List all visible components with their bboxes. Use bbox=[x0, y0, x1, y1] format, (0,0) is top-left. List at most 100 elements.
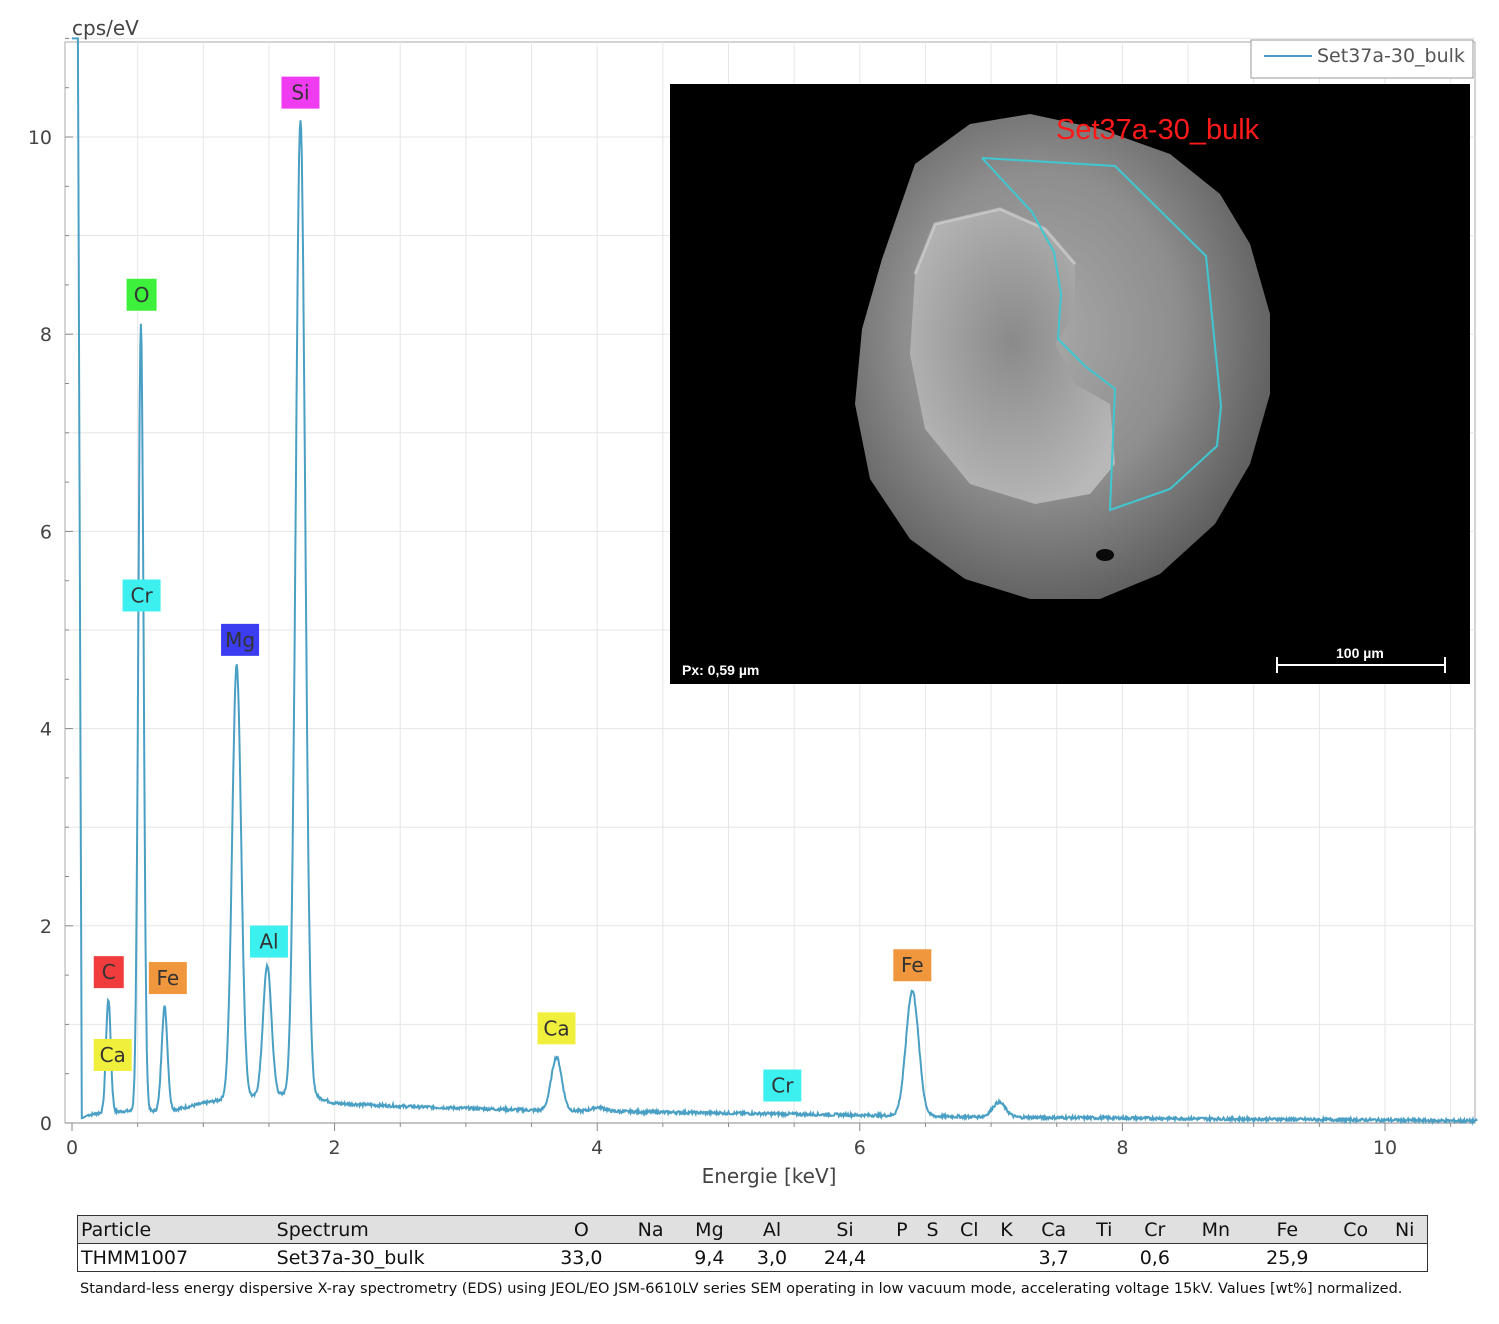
peak-label-ca: Ca bbox=[93, 1038, 132, 1071]
peak-label-al: Al bbox=[249, 925, 288, 958]
peak-label-text: Fe bbox=[901, 953, 924, 977]
header-ti: Ti bbox=[1084, 1215, 1124, 1244]
results-header-row: Particle Spectrum O Na Mg Al Si P S Cl K Ca Ti Cr Mn Fe… bbox=[76, 1215, 1429, 1244]
peak-label-text: Cr bbox=[771, 1074, 794, 1098]
header-k: K bbox=[990, 1215, 1023, 1244]
series-line-spectrum bbox=[72, 37, 1478, 1127]
peak-label-text: Ca bbox=[543, 1016, 569, 1040]
header-s: S bbox=[916, 1215, 949, 1244]
header-mg: Mg bbox=[678, 1215, 741, 1244]
y-tick-label: 4 bbox=[40, 719, 52, 741]
peak-label-cr: Cr bbox=[763, 1069, 802, 1102]
results-table: Particle Spectrum O Na Mg Al Si P S Cl K Ca Ti Cr Mn Fe… bbox=[76, 1215, 1429, 1272]
peak-label-o: O bbox=[126, 278, 157, 311]
axes bbox=[65, 37, 1475, 1131]
table-cell bbox=[623, 1243, 679, 1272]
particle-rim-highlight bbox=[913, 207, 1077, 275]
table-cell: 9,4 bbox=[678, 1243, 741, 1272]
header-o: O bbox=[539, 1215, 624, 1244]
header-co: Co bbox=[1329, 1215, 1383, 1244]
peak-label-box bbox=[122, 579, 161, 612]
peak-label-box bbox=[148, 962, 187, 995]
results-body: THMM1007 Set37a-30_bulk 33,0 9,4 3,0 24,4 3,7 0… bbox=[76, 1243, 1429, 1272]
peak-label-box bbox=[281, 76, 320, 109]
header-ca: Ca bbox=[1022, 1215, 1085, 1244]
header-na: Na bbox=[623, 1215, 679, 1244]
peak-label-fe: Fe bbox=[148, 962, 187, 995]
peak-label-text: Mg bbox=[225, 628, 255, 652]
x-tick-label: 10 bbox=[1373, 1137, 1397, 1159]
table-cell: 25,9 bbox=[1245, 1243, 1330, 1272]
y-tick-label: 8 bbox=[40, 324, 52, 346]
peak-label-text: Fe bbox=[156, 966, 179, 990]
header-al: Al bbox=[740, 1215, 804, 1244]
legend-box bbox=[1250, 39, 1474, 79]
table-cell bbox=[948, 1243, 991, 1272]
sem-scale-label: 100 µm bbox=[1336, 645, 1384, 661]
header-p: P bbox=[886, 1215, 917, 1244]
particle-hole bbox=[1096, 549, 1114, 561]
y-tick-label: 6 bbox=[40, 521, 52, 543]
element-peak-labels: Si O Cr Mg Al C Fe Ca Ca Cr Fe bbox=[93, 76, 932, 1102]
peak-label-box bbox=[249, 925, 288, 958]
peak-label-text: Cr bbox=[130, 583, 153, 607]
sem-roi-label: Set37a-30_bulk bbox=[1056, 114, 1260, 146]
table-cell: THMM1007 bbox=[76, 1243, 274, 1272]
roi-outline bbox=[981, 157, 1223, 512]
table-cell: 0,6 bbox=[1123, 1243, 1187, 1272]
peak-label-box bbox=[537, 1012, 576, 1045]
table-cell bbox=[1382, 1243, 1429, 1272]
peak-label-box bbox=[763, 1069, 802, 1102]
peak-label-text: Ca bbox=[100, 1043, 126, 1067]
particle-cavity bbox=[910, 209, 1115, 504]
peak-label-c: C bbox=[93, 956, 124, 989]
x-tick-label: 8 bbox=[1116, 1137, 1128, 1159]
table-cell: Set37a-30_bulk bbox=[273, 1243, 540, 1272]
x-tick-label: 6 bbox=[854, 1137, 866, 1159]
table-cell bbox=[886, 1243, 917, 1272]
peak-label-box bbox=[93, 1038, 132, 1071]
header-cr: Cr bbox=[1123, 1215, 1187, 1244]
table-cell bbox=[1084, 1243, 1124, 1272]
peak-label-mg: Mg bbox=[221, 623, 260, 656]
table-cell: 3,7 bbox=[1022, 1243, 1085, 1272]
header-cl: Cl bbox=[948, 1215, 991, 1244]
table-row: THMM1007 Set37a-30_bulk 33,0 9,4 3,0 24,4 3,7 0… bbox=[76, 1243, 1429, 1272]
y-axis-title: cps/eV bbox=[72, 16, 139, 40]
table-cell: 33,0 bbox=[539, 1243, 624, 1272]
y-tick-label: 2 bbox=[40, 916, 52, 938]
sem-image-inset: Set37a-30_bulk Px: 0,59 µm 100 µm bbox=[670, 84, 1470, 684]
x-tick-label: 4 bbox=[591, 1137, 603, 1159]
peak-label-ca: Ca bbox=[537, 1012, 576, 1045]
header-si: Si bbox=[803, 1215, 887, 1244]
y-tick-label: 0 bbox=[40, 1113, 52, 1135]
peak-label-box bbox=[893, 949, 932, 982]
x-tick-label: 0 bbox=[66, 1137, 78, 1159]
tick-labels: 0 2 4 6 8 10 0 2 4 6 8 10 bbox=[28, 127, 1397, 1159]
x-tick-label: 2 bbox=[329, 1137, 341, 1159]
y-tick-label: 10 bbox=[28, 127, 52, 149]
peak-label-box bbox=[221, 623, 260, 656]
legend: Set37a-30_bulk bbox=[1250, 39, 1474, 79]
peak-label-fe: Fe bbox=[893, 949, 932, 982]
table-cell: 24,4 bbox=[803, 1243, 887, 1272]
table-cell: 3,0 bbox=[740, 1243, 804, 1272]
peak-label-text: Si bbox=[291, 81, 309, 105]
peak-label-si: Si bbox=[281, 76, 320, 109]
header-particle: Particle bbox=[76, 1215, 274, 1244]
table-cell bbox=[916, 1243, 949, 1272]
peak-label-box bbox=[126, 278, 157, 311]
peak-label-text: Al bbox=[259, 930, 278, 954]
header-mn: Mn bbox=[1186, 1215, 1246, 1244]
sem-scale-bar bbox=[1276, 657, 1446, 673]
sem-pixel-size: Px: 0,59 µm bbox=[682, 662, 760, 678]
legend-label: Set37a-30_bulk bbox=[1317, 45, 1465, 67]
peak-label-text: C bbox=[102, 960, 116, 984]
sem-particle-picture bbox=[855, 114, 1270, 599]
table-cell bbox=[1329, 1243, 1383, 1272]
header-ni: Ni bbox=[1382, 1215, 1429, 1244]
peak-label-box bbox=[93, 956, 124, 989]
header-spectrum: Spectrum bbox=[273, 1215, 540, 1244]
footnote: Standard-less energy dispersive X-ray sp… bbox=[80, 1281, 1403, 1297]
peak-label-text: O bbox=[134, 283, 150, 307]
